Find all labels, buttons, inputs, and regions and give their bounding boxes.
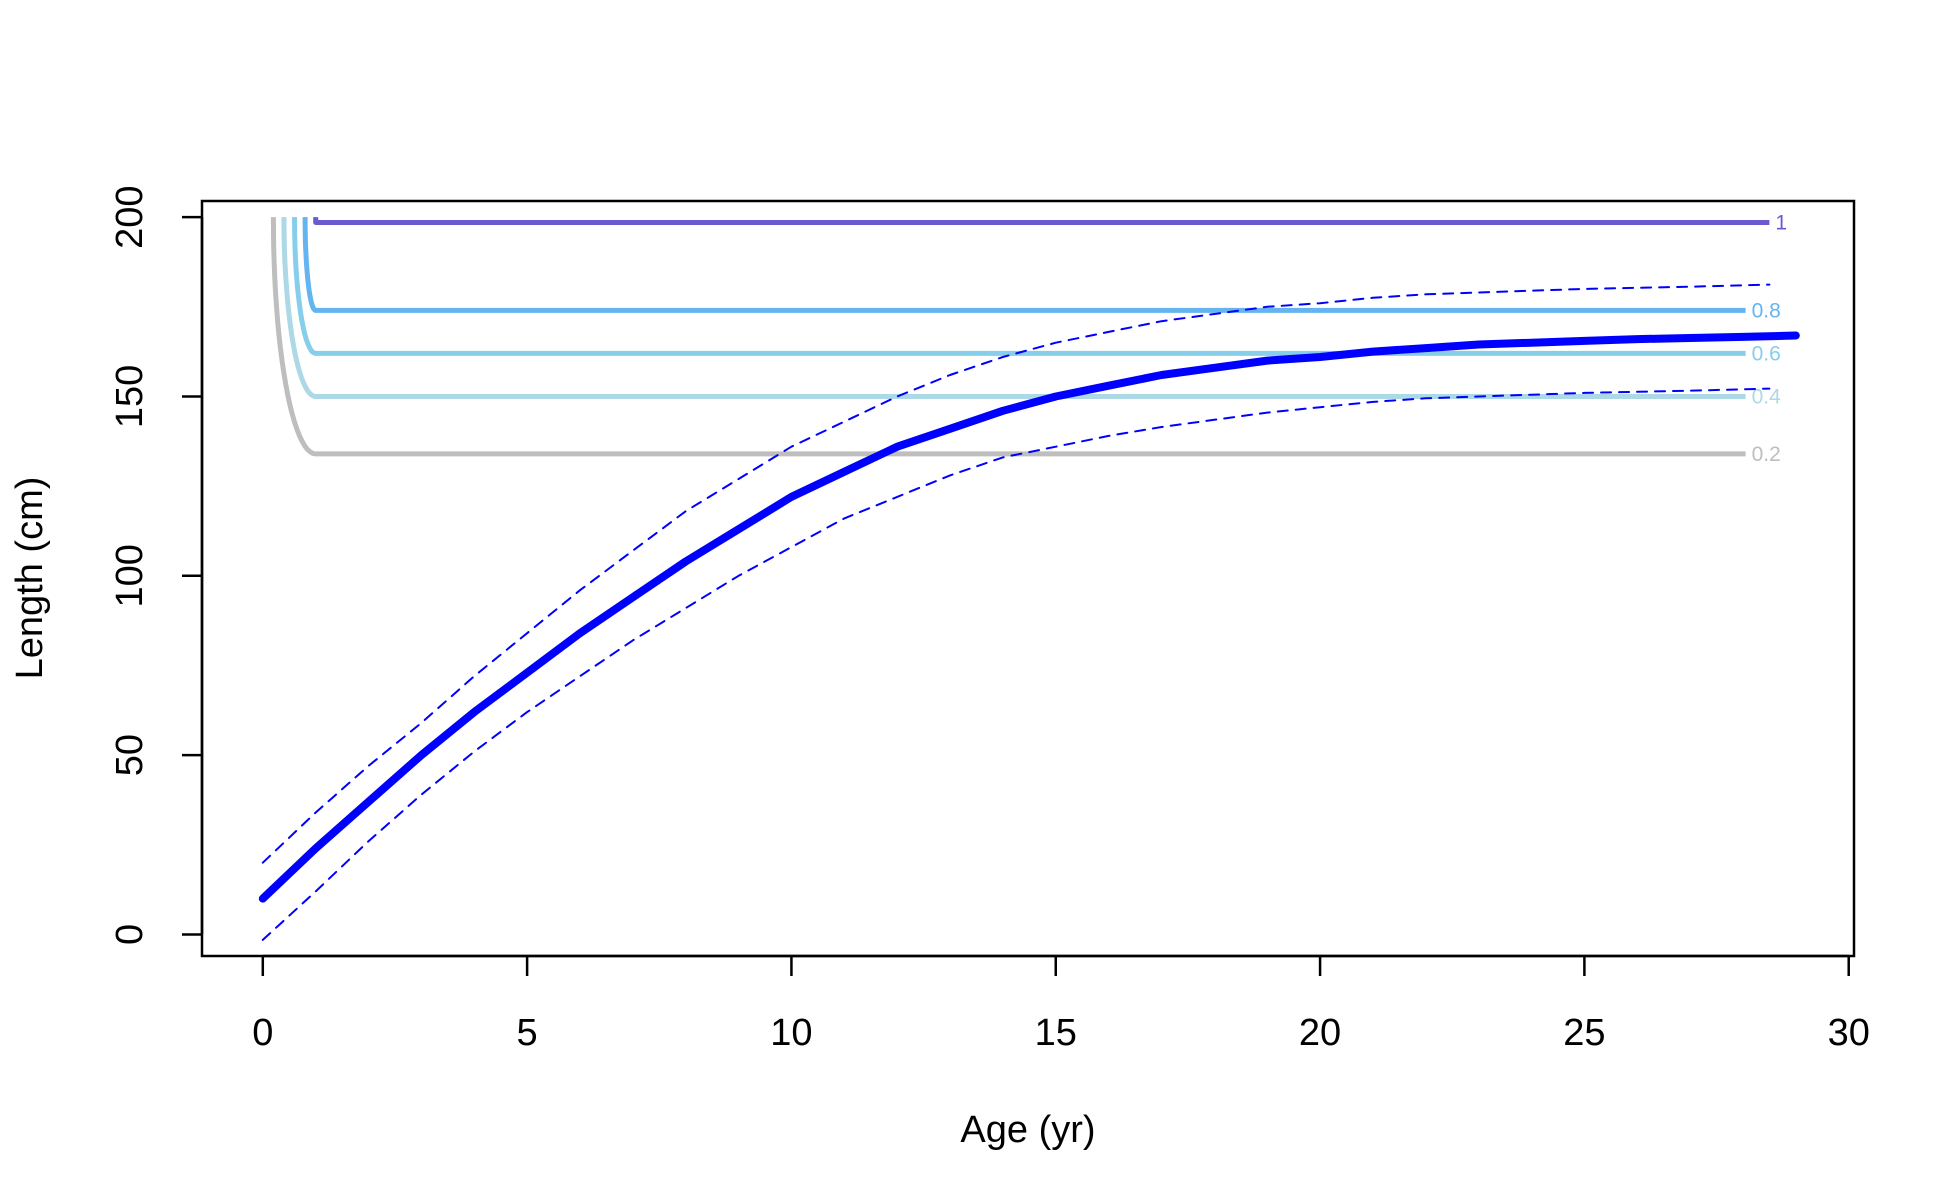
y-tick-label: 200 <box>109 185 151 248</box>
x-tick-label: 5 <box>517 1012 538 1054</box>
lower-ci-curve <box>261 387 1771 941</box>
x-tick-label: 15 <box>1035 1012 1077 1054</box>
plot-frame <box>200 199 1856 958</box>
contour-label-1: 1 <box>1775 212 1787 235</box>
upper-ci-curve <box>261 283 1771 864</box>
contour-label-04: 0.4 <box>1752 385 1782 408</box>
x-tick-label: 20 <box>1299 1012 1341 1054</box>
contour-line-04 <box>281 217 1746 399</box>
y-tick-label: 0 <box>109 924 151 945</box>
contour-lines: 0.2 0.4 0.6 0.8 1 <box>270 212 1787 466</box>
x-axis-title: Age (yr) <box>960 1109 1095 1151</box>
mean-growth-curve <box>258 331 1800 903</box>
axes: 0 5 10 15 20 25 30 0 50 100 150 200 <box>109 185 1870 1054</box>
x-tick-label: 10 <box>770 1012 812 1054</box>
contour-label-08: 0.8 <box>1752 299 1781 322</box>
x-tick-label: 0 <box>252 1012 273 1054</box>
growth-curves <box>258 283 1800 941</box>
contour-label-02: 0.2 <box>1752 443 1781 466</box>
contour-line-1 <box>313 215 1770 225</box>
y-tick-label: 50 <box>109 734 151 776</box>
y-axis-title: Length (cm) <box>9 477 51 680</box>
x-tick-label: 25 <box>1563 1012 1605 1054</box>
contour-line-08 <box>302 217 1746 313</box>
y-tick-label: 100 <box>109 544 151 607</box>
contour-label-06: 0.6 <box>1752 342 1781 365</box>
contour-line-02 <box>270 217 1746 457</box>
contour-line-06 <box>292 217 1746 356</box>
x-tick-label: 30 <box>1828 1012 1870 1054</box>
y-tick-label: 150 <box>109 365 151 428</box>
